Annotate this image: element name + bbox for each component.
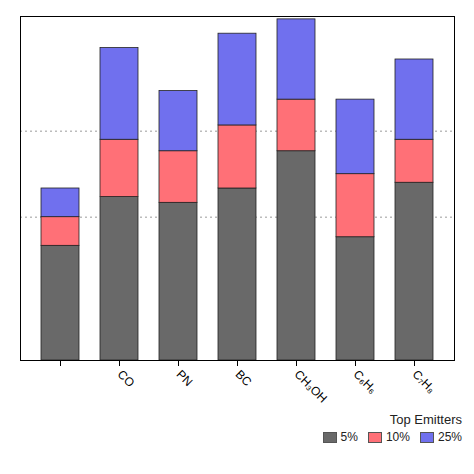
svg-text:C₇H₈: C₇H₈ (410, 367, 439, 396)
svg-text:PN: PN (174, 367, 196, 389)
html-text:10%: 10% (385, 430, 410, 444)
html-text:25%: 25% (438, 430, 462, 444)
svg-text:CH₃OH: CH₃OH (292, 367, 330, 405)
svg-text:CO: CO (115, 367, 138, 390)
svg-text:C₆H₆: C₆H₆ (351, 367, 380, 396)
html-text:5%: 5% (340, 430, 358, 444)
html-text:Top Emitters: Top Emitters (389, 412, 462, 427)
svg-text:BC: BC (233, 367, 255, 389)
